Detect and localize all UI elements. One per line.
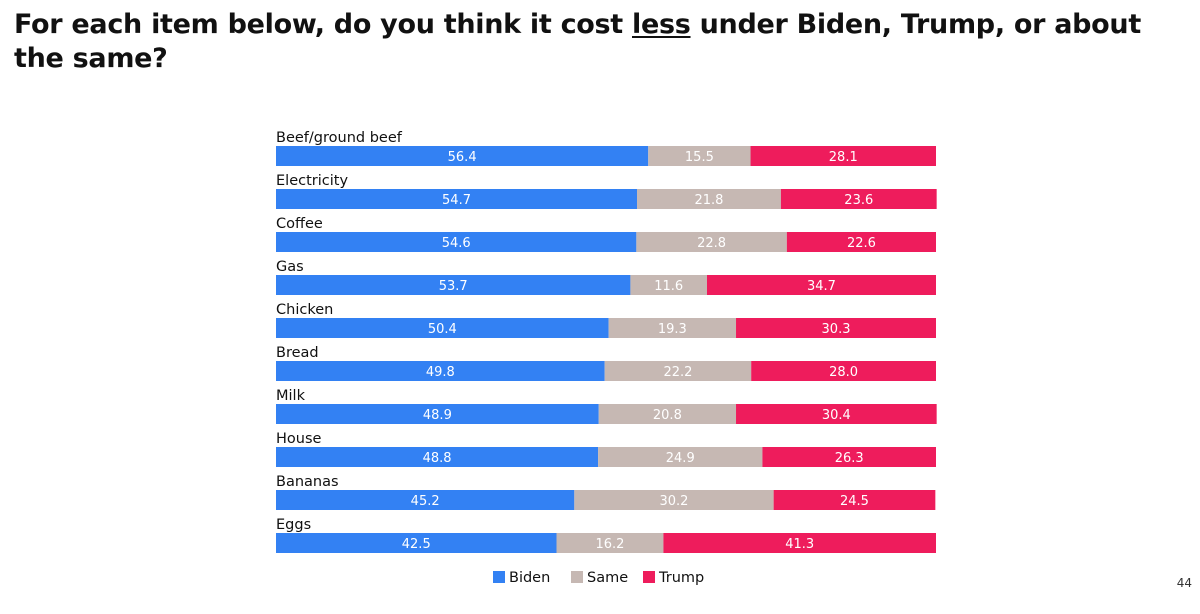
data-label-bread-trump: 28.0 <box>829 365 858 380</box>
bar-gas-trump <box>706 275 936 295</box>
data-label-bananas-trump: 24.5 <box>840 494 869 509</box>
bar-eggs-trump <box>663 533 936 553</box>
data-label-bananas-biden: 45.2 <box>411 494 440 509</box>
category-label-beef-ground-beef: Beef/ground beef <box>276 130 403 146</box>
data-label-house-biden: 48.8 <box>423 451 452 466</box>
legend-swatch-same <box>571 571 583 583</box>
data-label-eggs-same: 16.2 <box>595 537 624 552</box>
bar-bananas-trump <box>773 490 936 510</box>
data-label-coffee-trump: 22.6 <box>847 236 876 251</box>
category-label-bananas: Bananas <box>276 474 339 490</box>
bar-beef-ground-beef-biden <box>276 146 649 166</box>
bar-house-biden <box>276 447 599 467</box>
category-label-gas: Gas <box>276 259 304 275</box>
data-label-gas-biden: 53.7 <box>439 279 468 294</box>
data-label-bananas-same: 30.2 <box>660 494 689 509</box>
data-label-beef-ground-beef-trump: 28.1 <box>829 150 858 165</box>
category-label-eggs: Eggs <box>276 517 311 533</box>
bar-beef-ground-beef-same <box>648 146 751 166</box>
data-label-coffee-same: 22.8 <box>697 236 726 251</box>
data-label-gas-trump: 34.7 <box>807 279 836 294</box>
data-label-electricity-biden: 54.7 <box>442 193 471 208</box>
data-label-chicken-same: 19.3 <box>658 322 687 337</box>
bar-milk-biden <box>276 404 599 424</box>
bar-chicken-same <box>608 318 737 338</box>
category-label-coffee: Coffee <box>276 216 323 232</box>
title-part-after: under Biden, Trump, or about the same? <box>14 9 1141 74</box>
data-label-chicken-trump: 30.3 <box>822 322 851 337</box>
bar-house-trump <box>762 447 936 467</box>
title-emphasis: less <box>632 9 691 40</box>
bar-beef-ground-beef-trump <box>750 146 936 166</box>
bar-bread-same <box>604 361 752 381</box>
bar-bread-trump <box>751 361 936 381</box>
bar-eggs-biden <box>276 533 557 553</box>
data-label-bread-same: 22.2 <box>663 365 692 380</box>
legend-label-trump: Trump <box>658 570 704 586</box>
data-label-house-same: 24.9 <box>666 451 695 466</box>
data-label-milk-trump: 30.4 <box>822 408 851 423</box>
data-label-coffee-biden: 54.6 <box>442 236 471 251</box>
bar-house-same <box>598 447 763 467</box>
legend: Biden Same Trump <box>493 570 704 586</box>
legend-label-same: Same <box>587 570 628 586</box>
data-label-eggs-biden: 42.5 <box>402 537 431 552</box>
category-label-milk: Milk <box>276 388 306 404</box>
data-label-milk-biden: 48.9 <box>423 408 452 423</box>
bar-bread-biden <box>276 361 605 381</box>
bar-coffee-same <box>636 232 787 252</box>
page-title: For each item below, do you think it cos… <box>14 8 1174 76</box>
category-label-bread: Bread <box>276 345 319 361</box>
title-part-before: For each item below, do you think it cos… <box>14 9 632 40</box>
bar-eggs-same <box>556 533 664 553</box>
legend-swatch-biden <box>493 571 505 583</box>
bar-coffee-biden <box>276 232 637 252</box>
bar-bananas-biden <box>276 490 575 510</box>
page-number: 44 <box>1176 576 1192 590</box>
bar-milk-same <box>598 404 737 424</box>
bar-gas-same <box>630 275 707 295</box>
data-label-milk-same: 20.8 <box>653 408 682 423</box>
bar-bananas-same <box>574 490 774 510</box>
data-label-beef-ground-beef-biden: 56.4 <box>448 150 477 165</box>
category-label-house: House <box>276 431 322 447</box>
data-label-beef-ground-beef-same: 15.5 <box>685 150 714 165</box>
data-label-electricity-same: 21.8 <box>694 193 723 208</box>
bar-chicken-biden <box>276 318 609 338</box>
data-label-eggs-trump: 41.3 <box>785 537 814 552</box>
bar-electricity-biden <box>276 189 638 209</box>
bar-chicken-trump <box>736 318 936 338</box>
data-label-chicken-biden: 50.4 <box>428 322 457 337</box>
category-label-chicken: Chicken <box>276 302 333 318</box>
bar-electricity-trump <box>780 189 937 209</box>
data-label-house-trump: 26.3 <box>835 451 864 466</box>
data-label-gas-same: 11.6 <box>654 279 683 294</box>
data-label-bread-biden: 49.8 <box>426 365 455 380</box>
bar-milk-trump <box>736 404 937 424</box>
bar-electricity-same <box>637 189 781 209</box>
legend-label-biden: Biden <box>509 570 550 586</box>
bar-coffee-trump <box>786 232 936 252</box>
category-label-electricity: Electricity <box>276 173 348 189</box>
legend-swatch-trump <box>643 571 655 583</box>
data-label-electricity-trump: 23.6 <box>844 193 873 208</box>
bar-gas-biden <box>276 275 631 295</box>
